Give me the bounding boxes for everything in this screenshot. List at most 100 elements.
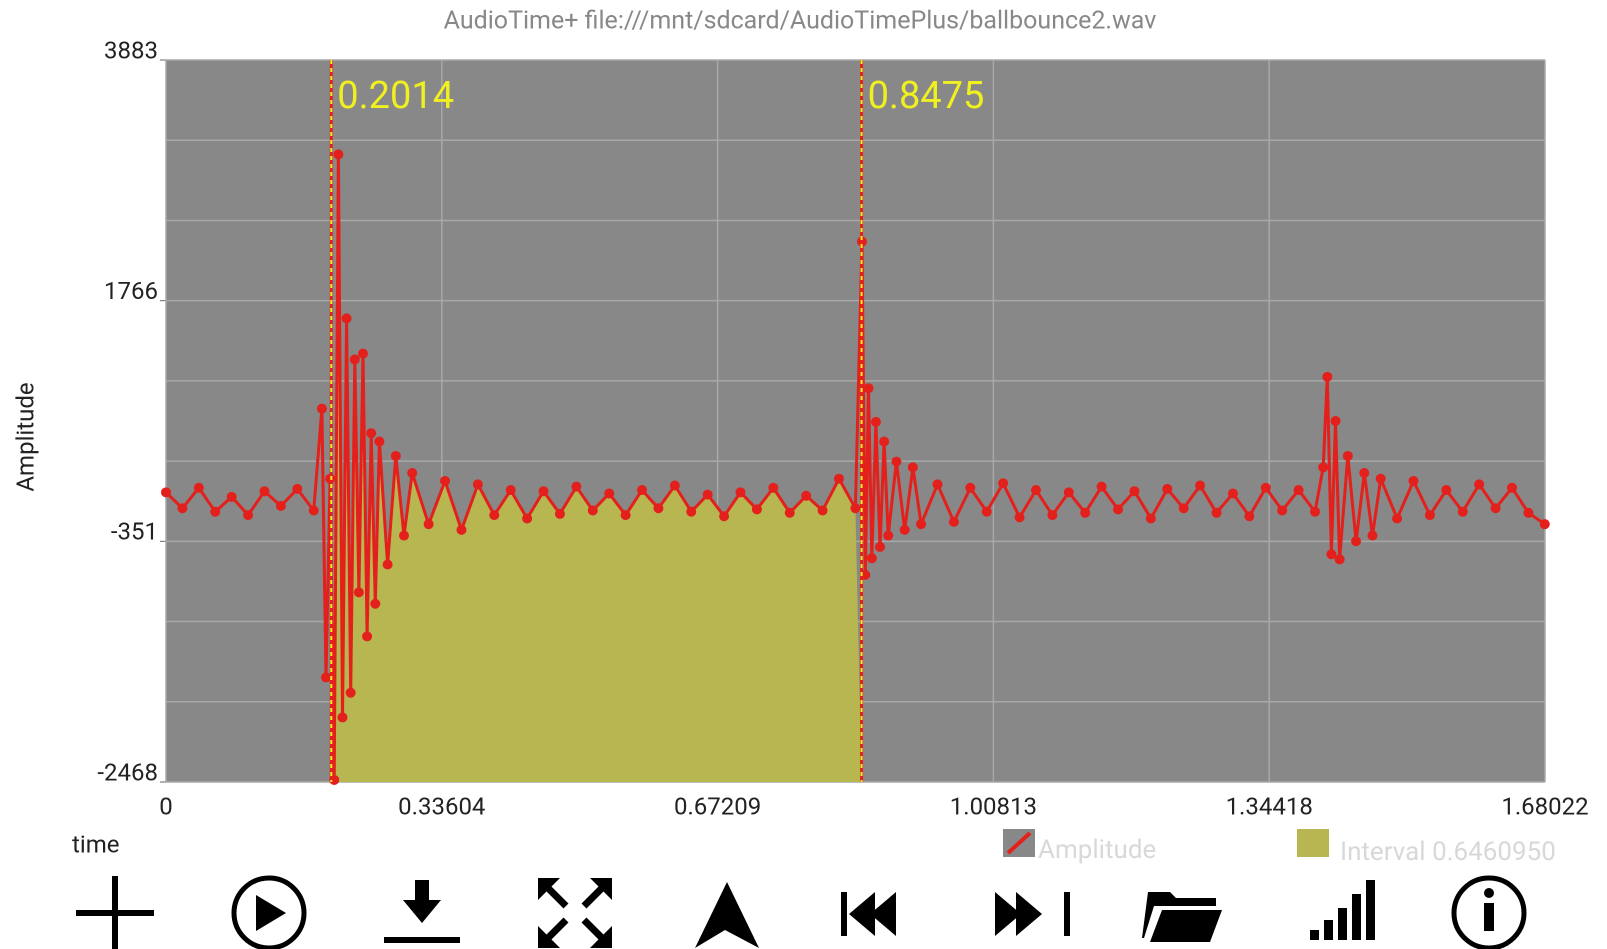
amplitude-point bbox=[587, 505, 598, 516]
amplitude-point bbox=[353, 587, 364, 598]
play-button[interactable] bbox=[231, 875, 307, 949]
amplitude-point bbox=[768, 482, 779, 493]
amplitude-point bbox=[374, 436, 385, 447]
amplitude-point bbox=[784, 507, 795, 518]
amplitude-point bbox=[1162, 483, 1173, 494]
legend-swatch-line bbox=[1006, 831, 1032, 855]
amplitude-point bbox=[1539, 519, 1550, 530]
x-tick-label: 1.68022 bbox=[1501, 792, 1588, 820]
amplitude-point bbox=[833, 473, 844, 484]
amplitude-point bbox=[1047, 510, 1058, 521]
cursor-label: 0.2014 bbox=[337, 74, 454, 118]
amplitude-point bbox=[1523, 507, 1534, 518]
amplitude-point bbox=[1330, 415, 1341, 426]
amplitude-point bbox=[505, 485, 516, 496]
amplitude-point bbox=[1392, 513, 1403, 524]
amplitude-point bbox=[1014, 512, 1025, 523]
amplitude-point bbox=[604, 488, 615, 499]
amplitude-point bbox=[863, 383, 874, 394]
amplitude-point bbox=[489, 510, 500, 521]
amplitude-point bbox=[1145, 513, 1156, 524]
amplitude-point bbox=[948, 516, 959, 527]
amplitude-point bbox=[1293, 485, 1304, 496]
amplitude-point bbox=[1227, 488, 1238, 499]
amplitude-point bbox=[891, 456, 902, 467]
amplitude-point bbox=[801, 490, 812, 501]
legend: Amplitude Interval 0.6460950 bbox=[1003, 829, 1556, 867]
amplitude-point bbox=[932, 479, 943, 490]
x-axis-label: time bbox=[72, 830, 119, 858]
amplitude-point bbox=[1490, 503, 1501, 514]
zoom-fit-button[interactable] bbox=[538, 878, 612, 948]
peak-button[interactable] bbox=[695, 882, 759, 948]
plot: -2468 -351 1766 3883 0 0.33604 0.67209 1.00813 1… bbox=[97, 36, 1588, 820]
amplitude-point bbox=[275, 500, 286, 511]
amplitude-point bbox=[1359, 468, 1370, 479]
amplitude-point bbox=[1063, 487, 1074, 498]
amplitude-point bbox=[735, 487, 746, 498]
amplitude-point bbox=[1277, 505, 1288, 516]
amplitude-point bbox=[1080, 507, 1091, 518]
amplitude-point bbox=[554, 508, 565, 519]
amplitude-point bbox=[1326, 549, 1337, 560]
amplitude-point bbox=[620, 510, 631, 521]
y-tick-label: 3883 bbox=[104, 36, 158, 64]
amplitude-point bbox=[362, 631, 373, 642]
interval-area bbox=[331, 154, 862, 782]
amplitude-point bbox=[308, 505, 319, 516]
amplitude-point bbox=[399, 530, 410, 541]
amplitude-point bbox=[440, 475, 451, 486]
x-tick-label: 0.33604 bbox=[398, 792, 485, 820]
amplitude-point bbox=[357, 348, 368, 359]
amplitude-point bbox=[1441, 485, 1452, 496]
amplitude-point bbox=[1195, 480, 1206, 491]
y-tick-label: -351 bbox=[111, 518, 158, 546]
amplitude-point bbox=[321, 672, 332, 683]
save-button[interactable] bbox=[384, 880, 460, 943]
amplitude-point bbox=[1113, 504, 1124, 515]
x-tick-label: 0 bbox=[159, 792, 173, 820]
amplitude-point bbox=[243, 510, 254, 521]
chart-title: AudioTime+ file:///mnt/sdcard/AudioTimeP… bbox=[444, 7, 1157, 36]
amplitude-point bbox=[333, 149, 344, 160]
amplitude-point bbox=[1351, 536, 1362, 547]
amplitude-point bbox=[316, 403, 327, 414]
amplitude-point bbox=[472, 479, 483, 490]
amplitude-point bbox=[423, 519, 434, 530]
amplitude-point bbox=[1260, 482, 1271, 493]
amplitude-point bbox=[193, 482, 204, 493]
next-button[interactable] bbox=[995, 892, 1070, 936]
amplitude-point bbox=[1129, 486, 1140, 497]
amplitude-point bbox=[226, 491, 237, 502]
levels-button[interactable] bbox=[1310, 880, 1375, 940]
add-button[interactable] bbox=[76, 876, 154, 949]
amplitude-point bbox=[875, 541, 886, 552]
amplitude-point bbox=[1318, 462, 1329, 473]
toolbar bbox=[76, 875, 1527, 949]
amplitude-point bbox=[653, 503, 664, 514]
previous-button[interactable] bbox=[841, 892, 896, 936]
amplitude-point bbox=[456, 524, 467, 535]
open-button[interactable] bbox=[1142, 892, 1222, 942]
amplitude-point bbox=[259, 486, 270, 497]
x-tick-label: 1.00813 bbox=[950, 792, 1037, 820]
y-tick-label: -2468 bbox=[97, 758, 158, 786]
amplitude-point bbox=[870, 416, 881, 427]
cursor-label: 0.8475 bbox=[868, 74, 985, 118]
info-button[interactable] bbox=[1451, 875, 1527, 949]
amplitude-point bbox=[1342, 450, 1353, 461]
x-tick-label: 1.34418 bbox=[1226, 792, 1313, 820]
amplitude-point bbox=[337, 712, 348, 723]
amplitude-point bbox=[1310, 506, 1321, 517]
amplitude-point bbox=[1030, 485, 1041, 496]
amplitude-point bbox=[1424, 510, 1435, 521]
y-axis-label: Amplitude bbox=[11, 382, 39, 491]
amplitude-point bbox=[998, 478, 1009, 489]
amplitude-point bbox=[571, 481, 582, 492]
amplitude-point bbox=[1506, 482, 1517, 493]
y-tick-label: 1766 bbox=[104, 277, 158, 305]
amplitude-point bbox=[1178, 503, 1189, 514]
amplitude-point bbox=[349, 354, 360, 365]
amplitude-point bbox=[686, 506, 697, 517]
